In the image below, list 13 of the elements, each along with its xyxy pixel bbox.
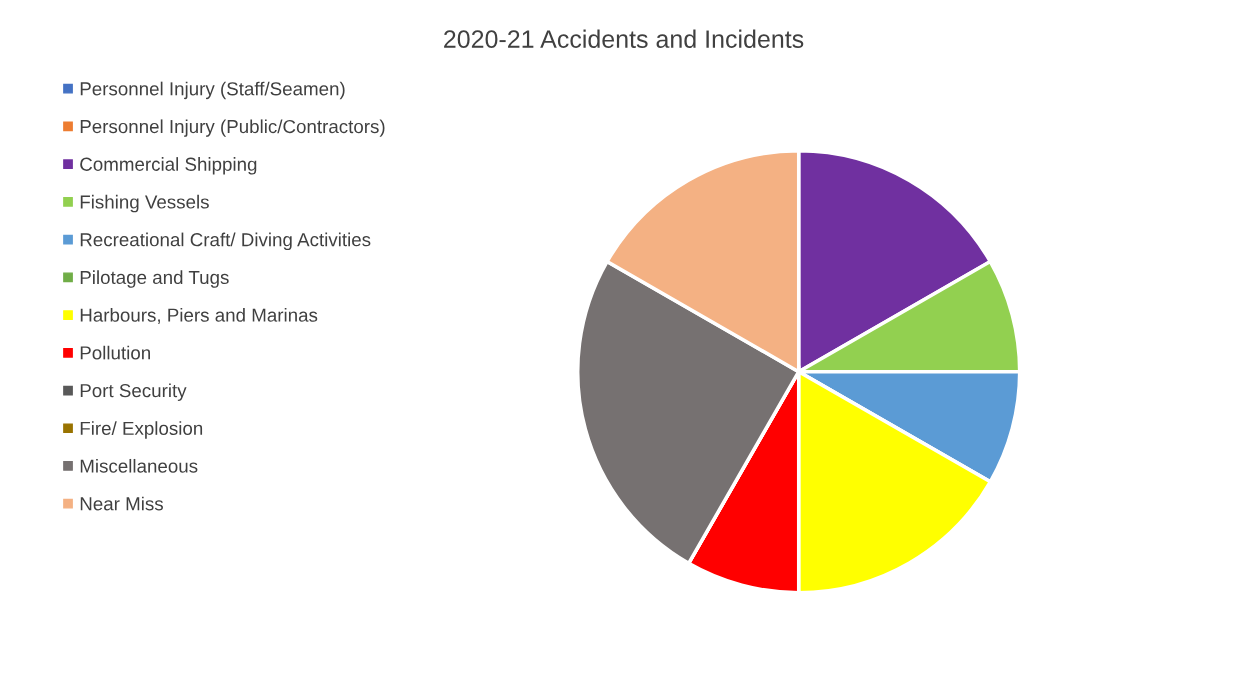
- legend-label: Port Security: [80, 383, 187, 401]
- legend-label: Personnel Injury (Public/Contractors): [80, 119, 385, 137]
- legend-label: Recreational Craft/ Diving Activities: [80, 232, 371, 251]
- legend-label: Fishing Vessels: [80, 194, 209, 213]
- legend-label: Miscellaneous: [80, 458, 198, 473]
- chart-title: 2020-21 Accidents and Incidents: [444, 29, 804, 48]
- legend-label: Personnel Injury (Staff/Seamen): [80, 81, 345, 100]
- legend-label: Pilotage and Tugs: [80, 270, 229, 288]
- legend-label: Commercial Shipping: [80, 157, 257, 175]
- legend-label: Fire/ Explosion: [80, 421, 203, 439]
- legend-label: Near Miss: [80, 496, 163, 511]
- legend-label: Pollution: [80, 345, 150, 360]
- legend-label: Harbours, Piers and Marinas: [80, 308, 318, 325]
